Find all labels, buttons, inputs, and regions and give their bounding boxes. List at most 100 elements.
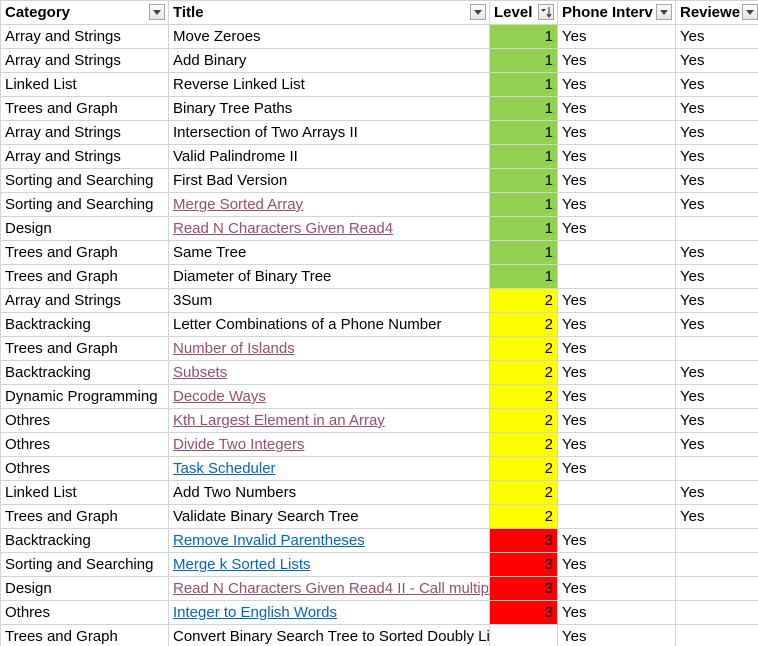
cell-phone-interview[interactable]: Yes bbox=[557, 624, 676, 646]
cell-level[interactable]: 2 bbox=[489, 360, 558, 385]
cell-category[interactable]: Sorting and Searching bbox=[0, 168, 169, 193]
cell-level[interactable]: 2 bbox=[489, 312, 558, 337]
cell-title[interactable]: Binary Tree Paths bbox=[168, 96, 490, 121]
cell-title[interactable]: First Bad Version bbox=[168, 168, 490, 193]
cell-phone-interview[interactable]: Yes bbox=[557, 384, 676, 409]
cell-phone-interview[interactable] bbox=[557, 480, 676, 505]
cell-level[interactable]: 3 bbox=[489, 600, 558, 625]
cell-title[interactable]: Remove Invalid Parentheses bbox=[168, 528, 490, 553]
cell-category[interactable]: Trees and Graph bbox=[0, 96, 169, 121]
problem-link[interactable]: Decode Ways bbox=[173, 388, 266, 405]
cell-phone-interview[interactable]: Yes bbox=[557, 72, 676, 97]
cell-title[interactable]: Merge Sorted Array bbox=[168, 192, 490, 217]
cell-reviewed[interactable] bbox=[675, 216, 758, 241]
cell-reviewed[interactable]: Yes bbox=[675, 384, 758, 409]
problem-link[interactable]: Merge k Sorted Lists bbox=[173, 556, 311, 573]
cell-level[interactable]: 1 bbox=[489, 264, 558, 289]
cell-level[interactable]: 1 bbox=[489, 192, 558, 217]
cell-phone-interview[interactable]: Yes bbox=[557, 168, 676, 193]
cell-phone-interview[interactable]: Yes bbox=[557, 312, 676, 337]
problem-link[interactable]: Divide Two Integers bbox=[173, 436, 305, 453]
cell-title[interactable]: Divide Two Integers bbox=[168, 432, 490, 457]
title-filter-button[interactable] bbox=[470, 4, 486, 20]
cell-reviewed[interactable] bbox=[675, 576, 758, 601]
cell-reviewed[interactable]: Yes bbox=[675, 168, 758, 193]
cell-reviewed[interactable]: Yes bbox=[675, 312, 758, 337]
review-filter-button[interactable] bbox=[742, 4, 758, 20]
cell-category[interactable]: Design bbox=[0, 216, 169, 241]
cell-title[interactable]: Decode Ways bbox=[168, 384, 490, 409]
cell-reviewed[interactable]: Yes bbox=[675, 96, 758, 121]
cell-level[interactable] bbox=[489, 624, 558, 646]
cell-phone-interview[interactable]: Yes bbox=[557, 288, 676, 313]
cell-title[interactable]: Merge k Sorted Lists bbox=[168, 552, 490, 577]
cell-reviewed[interactable]: Yes bbox=[675, 432, 758, 457]
cell-reviewed[interactable] bbox=[675, 600, 758, 625]
cell-title[interactable]: Subsets bbox=[168, 360, 490, 385]
cell-phone-interview[interactable]: Yes bbox=[557, 576, 676, 601]
cell-level[interactable]: 2 bbox=[489, 336, 558, 361]
cell-level[interactable]: 1 bbox=[489, 72, 558, 97]
cell-category[interactable]: Design bbox=[0, 576, 169, 601]
cell-title[interactable]: Task Scheduler bbox=[168, 456, 490, 481]
cell-level[interactable]: 3 bbox=[489, 576, 558, 601]
cell-category[interactable]: Array and Strings bbox=[0, 144, 169, 169]
cell-title[interactable]: Letter Combinations of a Phone Number bbox=[168, 312, 490, 337]
cell-level[interactable]: 2 bbox=[489, 384, 558, 409]
cell-category[interactable]: Linked List bbox=[0, 480, 169, 505]
cell-phone-interview[interactable]: Yes bbox=[557, 360, 676, 385]
cell-phone-interview[interactable]: Yes bbox=[557, 96, 676, 121]
cell-reviewed[interactable]: Yes bbox=[675, 480, 758, 505]
cell-level[interactable]: 1 bbox=[489, 96, 558, 121]
cell-level[interactable]: 2 bbox=[489, 432, 558, 457]
cell-level[interactable]: 2 bbox=[489, 504, 558, 529]
cell-reviewed[interactable]: Yes bbox=[675, 360, 758, 385]
cell-title[interactable]: Kth Largest Element in an Array bbox=[168, 408, 490, 433]
cell-level[interactable]: 1 bbox=[489, 144, 558, 169]
cell-reviewed[interactable]: Yes bbox=[675, 192, 758, 217]
cell-reviewed[interactable]: Yes bbox=[675, 240, 758, 265]
cell-phone-interview[interactable]: Yes bbox=[557, 24, 676, 49]
cell-category[interactable]: Array and Strings bbox=[0, 48, 169, 73]
cell-category[interactable]: Trees and Graph bbox=[0, 264, 169, 289]
cell-phone-interview[interactable]: Yes bbox=[557, 48, 676, 73]
cell-level[interactable]: 1 bbox=[489, 168, 558, 193]
cell-phone-interview[interactable]: Yes bbox=[557, 600, 676, 625]
cell-category[interactable]: Dynamic Programming bbox=[0, 384, 169, 409]
cell-title[interactable]: Read N Characters Given Read4 bbox=[168, 216, 490, 241]
cell-level[interactable]: 1 bbox=[489, 24, 558, 49]
cell-title[interactable]: Diameter of Binary Tree bbox=[168, 264, 490, 289]
cell-category[interactable]: Trees and Graph bbox=[0, 504, 169, 529]
cell-reviewed[interactable]: Yes bbox=[675, 288, 758, 313]
cell-phone-interview[interactable]: Yes bbox=[557, 432, 676, 457]
cell-category[interactable]: Othres bbox=[0, 432, 169, 457]
cell-category[interactable]: Trees and Graph bbox=[0, 624, 169, 646]
cell-level[interactable]: 2 bbox=[489, 288, 558, 313]
cell-reviewed[interactable]: Yes bbox=[675, 264, 758, 289]
cell-phone-interview[interactable] bbox=[557, 504, 676, 529]
cell-category[interactable]: Array and Strings bbox=[0, 24, 169, 49]
cell-phone-interview[interactable]: Yes bbox=[557, 144, 676, 169]
cell-level[interactable]: 1 bbox=[489, 216, 558, 241]
cell-phone-interview[interactable]: Yes bbox=[557, 408, 676, 433]
cell-level[interactable]: 2 bbox=[489, 480, 558, 505]
problem-link[interactable]: Read N Characters Given Read4 II - Call … bbox=[173, 580, 489, 597]
cell-category[interactable]: Trees and Graph bbox=[0, 240, 169, 265]
problem-link[interactable]: Integer to English Words bbox=[173, 604, 337, 621]
cell-level[interactable]: 1 bbox=[489, 48, 558, 73]
category-filter-button[interactable] bbox=[149, 4, 165, 20]
cell-title[interactable]: Read N Characters Given Read4 II - Call … bbox=[168, 576, 490, 601]
cell-reviewed[interactable] bbox=[675, 624, 758, 646]
level-filter-button[interactable] bbox=[538, 4, 554, 20]
problem-link[interactable]: Task Scheduler bbox=[173, 460, 276, 477]
cell-category[interactable]: Backtracking bbox=[0, 360, 169, 385]
cell-phone-interview[interactable]: Yes bbox=[557, 336, 676, 361]
cell-category[interactable]: Backtracking bbox=[0, 312, 169, 337]
cell-reviewed[interactable] bbox=[675, 456, 758, 481]
cell-reviewed[interactable] bbox=[675, 552, 758, 577]
cell-category[interactable]: Sorting and Searching bbox=[0, 552, 169, 577]
cell-category[interactable]: Array and Strings bbox=[0, 120, 169, 145]
cell-title[interactable]: Intersection of Two Arrays II bbox=[168, 120, 490, 145]
cell-reviewed[interactable]: Yes bbox=[675, 120, 758, 145]
cell-title[interactable]: Valid Palindrome II bbox=[168, 144, 490, 169]
